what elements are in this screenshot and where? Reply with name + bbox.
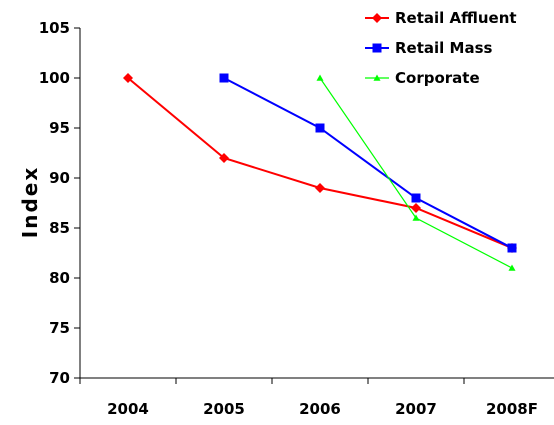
- y-tick-label: 80: [49, 269, 70, 287]
- data-point-corporate: [508, 264, 516, 271]
- data-point-retail-affluent: [315, 183, 325, 193]
- x-tick-label: 2006: [299, 400, 341, 418]
- y-tick-label: 100: [39, 69, 70, 87]
- legend: Retail Affluent Retail Mass Corporate: [365, 9, 517, 87]
- series-line-corporate: [319, 77, 513, 269]
- y-axis-ticks: 70 75 80 85 90 95 100 105: [39, 19, 80, 387]
- x-axis-ticks: 2004 2005 2006 2007 2008F: [79, 378, 538, 418]
- legend-marker-retail-affluent: [372, 13, 382, 23]
- legend-label-retail-affluent: Retail Affluent: [395, 9, 517, 27]
- legend-label-retail-mass: Retail Mass: [395, 39, 492, 57]
- data-point-retail-affluent: [123, 73, 133, 83]
- y-tick-label: 105: [39, 19, 70, 37]
- y-tick-label: 90: [49, 169, 70, 187]
- x-tick-label: 2004: [107, 400, 149, 418]
- legend-marker-corporate: [373, 74, 381, 81]
- y-tick-label: 70: [49, 369, 70, 387]
- series-group: [123, 73, 517, 271]
- y-axis-label: Index: [18, 166, 42, 238]
- series-retail-affluent: [123, 73, 517, 253]
- data-point-retail-affluent: [411, 203, 421, 213]
- legend-marker-retail-mass: [372, 43, 382, 53]
- y-tick-label: 95: [49, 119, 70, 137]
- x-tick-label: 2008F: [486, 400, 538, 418]
- data-point-retail-mass: [219, 73, 229, 83]
- y-tick-label: 85: [49, 219, 70, 237]
- data-point-retail-mass: [315, 123, 325, 133]
- data-point-retail-affluent: [219, 153, 229, 163]
- chart-axes: [79, 28, 554, 379]
- series-line-retail-mass: [223, 77, 513, 249]
- x-tick-label: 2007: [395, 400, 437, 418]
- series-retail-mass: [219, 73, 517, 253]
- legend-label-corporate: Corporate: [395, 69, 480, 87]
- x-tick-label: 2005: [203, 400, 245, 418]
- series-line-retail-affluent: [127, 77, 513, 249]
- data-point-retail-mass: [507, 243, 517, 253]
- y-tick-label: 75: [49, 319, 70, 337]
- data-point-retail-mass: [411, 193, 421, 203]
- series-corporate: [316, 74, 516, 271]
- data-point-corporate: [412, 214, 420, 221]
- data-point-corporate: [316, 74, 324, 81]
